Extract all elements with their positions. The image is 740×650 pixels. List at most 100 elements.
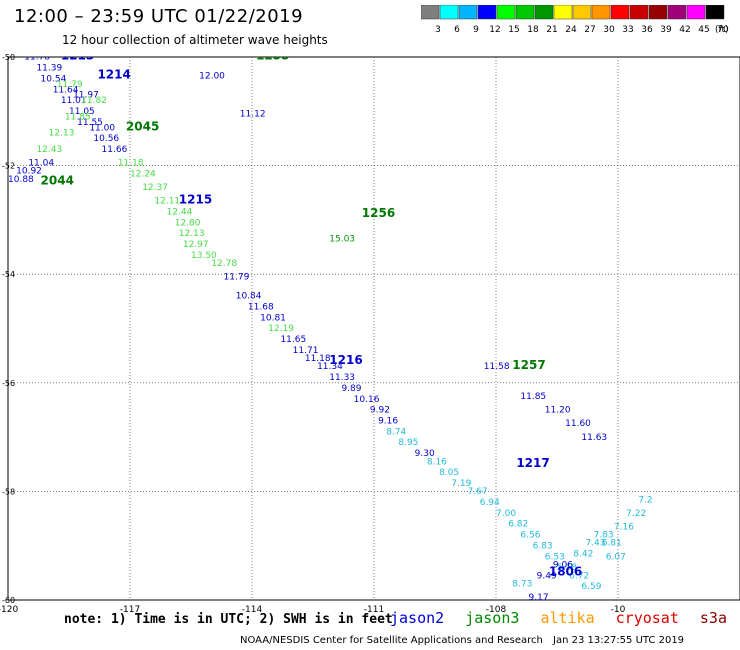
legend-tick-label: 15 xyxy=(508,25,519,35)
x-tick-label: -111 xyxy=(364,605,384,615)
swh-value-label: 12.44 xyxy=(167,207,193,217)
swh-value-label: 12.24 xyxy=(130,169,156,179)
swh-value-label: 11.64 xyxy=(53,85,79,95)
legend-swatch xyxy=(515,5,535,20)
swh-value-label: 11.60 xyxy=(565,419,591,429)
swh-value-label: 12.19 xyxy=(268,324,294,334)
swh-value-label: 7.2 xyxy=(638,495,652,505)
legend-swatch xyxy=(421,5,440,20)
swh-value-label: 11.68 xyxy=(248,302,274,312)
swh-value-label: 11.39 xyxy=(36,64,62,74)
legend-tick-label: 42 xyxy=(679,25,690,35)
swh-value-label: 9.92 xyxy=(370,406,390,416)
swh-value-label: 10.81 xyxy=(260,313,286,323)
swh-value-label: 12.11 xyxy=(154,197,180,207)
mission-legend: jason2 jason3 altika cryosat s3a xyxy=(390,609,739,627)
footer-note: note: 1) Time is in UTC; 2) SWH is in fe… xyxy=(64,612,393,627)
swh-value-label: 11.01 xyxy=(61,96,87,106)
track-time-label: 1256 xyxy=(362,206,395,220)
mission-jason3: jason3 xyxy=(465,609,520,627)
swh-value-label: 13.50 xyxy=(191,251,217,261)
swh-value-label: 11.12 xyxy=(240,110,266,120)
swh-value-label: 8.05 xyxy=(439,468,459,478)
legend-tick-label: 27 xyxy=(584,25,595,35)
legend-swatch xyxy=(553,5,573,20)
legend-swatch xyxy=(458,5,478,20)
legend-swatch xyxy=(572,5,592,20)
page-title: 12:00 – 23:59 UTC 01/22/2019 xyxy=(14,6,304,27)
swh-value-label: 11.18 xyxy=(118,159,144,169)
legend-swatch xyxy=(477,5,497,20)
swh-value-label: 12.13 xyxy=(49,129,75,139)
swh-value-label: 11.58 xyxy=(484,362,510,372)
legend-tick-label: 6 xyxy=(454,25,460,35)
legend-swatch xyxy=(648,5,668,20)
generated-timestamp: Jan 23 13:27:55 UTC 2019 xyxy=(553,635,685,646)
swh-value-label: 8.74 xyxy=(386,427,406,437)
swh-value-label: 8.95 xyxy=(398,438,418,448)
page-subtitle: 12 hour collection of altimeter wave hei… xyxy=(62,33,328,47)
swh-value-label: 10.16 xyxy=(354,395,380,405)
legend-unit-label: (ft) xyxy=(715,25,729,35)
swh-value-label: 11.33 xyxy=(329,373,355,383)
track-time-label: 1213 xyxy=(61,49,94,63)
legend-swatch xyxy=(667,5,687,20)
swh-value-label: 12.78 xyxy=(211,259,237,269)
swh-value-label: 7.22 xyxy=(626,509,646,519)
track-time-label: 1255 xyxy=(256,49,289,63)
swh-value-label: 11.34 xyxy=(317,362,343,372)
mission-s3a: s3a xyxy=(699,609,727,627)
swh-value-label: 11.18 xyxy=(305,354,331,364)
legend-swatch xyxy=(705,5,725,20)
swh-value-label: 11.79 xyxy=(224,273,250,283)
swh-value-label: 6.07 xyxy=(606,552,626,562)
x-tick-label: -10 xyxy=(611,605,626,615)
track-time-label: 1215 xyxy=(179,193,212,207)
y-tick-label: -58 xyxy=(2,487,15,496)
legend-tick-label: 18 xyxy=(527,25,539,35)
swh-value-label: 11.79 xyxy=(57,80,83,90)
swh-value-label: 10.92 xyxy=(16,167,42,177)
track-time-label: 1216 xyxy=(329,353,362,367)
legend-swatch xyxy=(686,5,706,20)
swh-value-label: 9.30 xyxy=(415,449,435,459)
swh-value-label: 8.16 xyxy=(427,457,447,467)
legend-tick-label: 45 xyxy=(698,25,709,35)
swh-value-label: 11.85 xyxy=(520,392,546,402)
legend-tick-label: 30 xyxy=(603,25,615,35)
swh-value-label: 9.16 xyxy=(378,417,398,427)
swh-value-label: 11.20 xyxy=(545,406,571,416)
swh-value-label: 6.94 xyxy=(480,498,500,508)
credits-text: NOAA/NESDIS Center for Satellite Applica… xyxy=(240,635,543,646)
legend-tick-label: 9 xyxy=(473,25,479,35)
swh-value-label: 7.43 xyxy=(585,539,605,549)
mission-altika: altika xyxy=(540,609,595,627)
swh-value-label: 6.59 xyxy=(581,582,601,592)
legend-swatch xyxy=(534,5,554,20)
swh-value-label: 6.82 xyxy=(508,520,528,530)
swh-value-label: 11.63 xyxy=(581,433,607,443)
swh-value-label: 11.97 xyxy=(73,91,99,101)
swh-value-label: 10.54 xyxy=(41,74,67,84)
swh-value-label: 10.84 xyxy=(236,292,262,302)
color-legend: 3 6 9 12 15 18 21 24 27 30 33 36 39 42 45 70(ft) xyxy=(421,5,729,35)
track-time-label: 1214 xyxy=(97,68,130,82)
swh-value-label: 8.73 xyxy=(512,579,532,589)
swh-value-label: 6.56 xyxy=(520,531,540,541)
swh-value-label: 6.72 xyxy=(569,571,589,581)
swh-value-label: 9.17 xyxy=(529,593,549,603)
swh-value-label: 11.85 xyxy=(65,112,91,122)
swh-value-label: 11.05 xyxy=(69,107,95,117)
track-time-label: 1806 xyxy=(549,565,582,579)
y-tick-label: -56 xyxy=(2,379,15,388)
track-time-label: 1257 xyxy=(512,358,545,372)
swh-value-label: 11.55 xyxy=(77,118,103,128)
legend-swatch xyxy=(591,5,611,20)
swh-value-label: 12.37 xyxy=(142,183,168,193)
swh-value-label: 7.83 xyxy=(594,531,614,541)
x-tick-label: -117 xyxy=(120,605,140,615)
legend-tick-label: 24 xyxy=(565,25,577,35)
swh-value-label: 7.19 xyxy=(451,479,471,489)
swh-value-label: 11.00 xyxy=(89,123,115,133)
